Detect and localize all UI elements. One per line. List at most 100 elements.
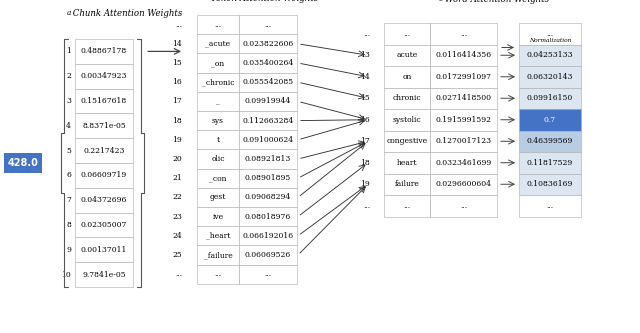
Text: chronic: chronic: [393, 94, 421, 102]
Bar: [239, 53, 297, 73]
Bar: [430, 152, 497, 173]
Text: _: _: [216, 97, 220, 106]
Bar: [197, 111, 239, 130]
Bar: [197, 130, 239, 150]
Bar: [430, 195, 497, 216]
Text: ...: ...: [403, 30, 411, 38]
Text: 22: 22: [172, 193, 182, 201]
Bar: [430, 109, 497, 131]
Text: 17: 17: [172, 97, 182, 106]
Text: 0.11817529: 0.11817529: [527, 159, 573, 167]
Text: 5: 5: [66, 147, 71, 155]
Text: _con: _con: [209, 174, 227, 182]
Text: 0.1270017123: 0.1270017123: [435, 137, 492, 145]
Text: 0.08018976: 0.08018976: [245, 212, 291, 220]
Bar: [197, 53, 239, 73]
Text: 9.7841e-05: 9.7841e-05: [82, 271, 126, 279]
Text: 0.0116414356: 0.0116414356: [435, 51, 492, 59]
Text: ...: ...: [214, 270, 221, 278]
Bar: [430, 45, 497, 66]
Bar: [75, 39, 133, 64]
Text: 4: 4: [66, 122, 71, 130]
Bar: [384, 173, 430, 195]
Bar: [239, 73, 297, 92]
Text: 0.0271418500: 0.0271418500: [435, 94, 492, 102]
Bar: [239, 265, 297, 284]
Text: 6: 6: [66, 171, 71, 179]
Bar: [197, 150, 239, 168]
Bar: [519, 195, 581, 216]
Text: 0.48867178: 0.48867178: [81, 47, 127, 55]
Bar: [384, 195, 430, 216]
Text: Chunk Attention Weights: Chunk Attention Weights: [70, 9, 182, 18]
Text: 24: 24: [172, 232, 182, 240]
Text: _chronic: _chronic: [202, 78, 234, 86]
Text: 0.08901895: 0.08901895: [245, 174, 291, 182]
Text: ...: ...: [264, 21, 271, 29]
Text: ...: ...: [460, 30, 467, 38]
Text: 13: 13: [360, 51, 370, 59]
Text: 0.0296600604: 0.0296600604: [435, 180, 492, 188]
Text: 25: 25: [172, 251, 182, 259]
Text: 2: 2: [66, 72, 71, 80]
Text: 17: 17: [360, 137, 370, 145]
Bar: [519, 131, 581, 152]
Text: failure: failure: [395, 180, 419, 188]
Text: heart: heart: [397, 159, 417, 167]
Text: gest: gest: [210, 193, 226, 201]
Text: 23: 23: [172, 212, 182, 220]
Bar: [384, 109, 430, 131]
Text: 428.0: 428.0: [8, 158, 38, 168]
Text: 0.02305007: 0.02305007: [81, 221, 127, 229]
Bar: [430, 131, 497, 152]
Text: 7: 7: [66, 196, 71, 204]
Text: 0.112663284: 0.112663284: [243, 117, 294, 125]
Bar: [239, 92, 297, 111]
Bar: [430, 66, 497, 88]
Text: 0.023822606: 0.023822606: [243, 40, 294, 48]
Text: Word Attention Weights: Word Attention Weights: [442, 0, 549, 4]
Text: ...: ...: [460, 202, 467, 210]
Text: _heart: _heart: [206, 232, 230, 240]
Text: 3: 3: [66, 97, 71, 105]
Text: 19: 19: [172, 136, 182, 144]
Bar: [384, 152, 430, 173]
Text: 18: 18: [172, 117, 182, 125]
Bar: [197, 73, 239, 92]
Bar: [519, 45, 581, 66]
Text: 0.2217423: 0.2217423: [83, 147, 125, 155]
Bar: [239, 34, 297, 53]
Text: ...: ...: [363, 30, 370, 38]
Text: on: on: [403, 73, 412, 81]
Bar: [239, 130, 297, 150]
Text: 20: 20: [172, 155, 182, 163]
Text: 0.06069526: 0.06069526: [245, 251, 291, 259]
Bar: [197, 92, 239, 111]
Text: Token Attention Weights: Token Attention Weights: [208, 0, 318, 3]
Bar: [197, 34, 239, 53]
Bar: [75, 262, 133, 287]
Bar: [239, 168, 297, 188]
Bar: [4, 153, 42, 173]
Text: ...: ...: [175, 270, 182, 278]
Text: 0.09916150: 0.09916150: [527, 94, 573, 102]
Text: 0.0323461699: 0.0323461699: [435, 159, 492, 167]
Text: 0.091000624: 0.091000624: [243, 136, 294, 144]
Text: 0.06320143: 0.06320143: [527, 73, 573, 81]
Text: 1: 1: [66, 47, 71, 55]
Bar: [197, 207, 239, 226]
Bar: [75, 237, 133, 262]
Bar: [239, 150, 297, 168]
Text: 0.15167618: 0.15167618: [81, 97, 127, 105]
Bar: [75, 138, 133, 163]
Text: 21: 21: [172, 174, 182, 182]
Bar: [75, 212, 133, 237]
Text: systolic: systolic: [393, 116, 421, 124]
Bar: [75, 89, 133, 114]
Text: 8: 8: [66, 221, 71, 229]
Bar: [239, 226, 297, 245]
Bar: [197, 245, 239, 265]
Text: a: a: [67, 9, 72, 17]
Text: ...: ...: [363, 202, 370, 210]
Bar: [384, 66, 430, 88]
